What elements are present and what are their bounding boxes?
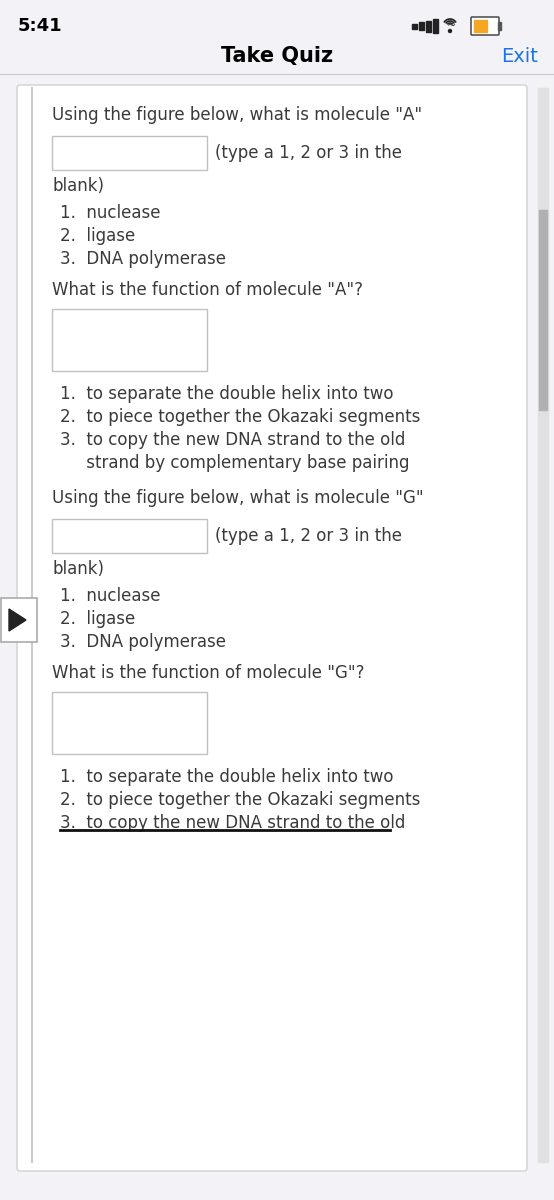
Text: blank): blank): [52, 560, 104, 578]
Text: strand by complementary base pairing: strand by complementary base pairing: [60, 454, 409, 472]
Text: Take Quiz: Take Quiz: [221, 46, 333, 66]
Bar: [426, 20, 431, 31]
Bar: [419, 22, 424, 30]
Text: ~: ~: [447, 20, 456, 31]
Bar: [412, 24, 417, 29]
Text: 2.  to piece together the Okazaki segments: 2. to piece together the Okazaki segment…: [60, 791, 420, 809]
FancyBboxPatch shape: [17, 85, 527, 1171]
Text: What is the function of molecule "G"?: What is the function of molecule "G"?: [52, 664, 365, 682]
Bar: [539, 210, 547, 410]
Text: 3.  DNA polymerase: 3. DNA polymerase: [60, 250, 226, 268]
Bar: [474, 20, 487, 32]
FancyBboxPatch shape: [52, 692, 207, 754]
Text: (type a 1, 2 or 3 in the: (type a 1, 2 or 3 in the: [215, 527, 402, 545]
FancyBboxPatch shape: [471, 17, 499, 35]
Text: 2.  ligase: 2. ligase: [60, 610, 135, 628]
Text: 3.  to copy the new DNA strand to the old: 3. to copy the new DNA strand to the old: [60, 814, 406, 832]
Text: 1.  nuclease: 1. nuclease: [60, 587, 161, 605]
Bar: [498, 22, 501, 30]
FancyBboxPatch shape: [1, 598, 37, 642]
Text: blank): blank): [52, 176, 104, 194]
Text: 5:41: 5:41: [18, 17, 63, 35]
Text: 3.  DNA polymerase: 3. DNA polymerase: [60, 634, 226, 650]
Text: (type a 1, 2 or 3 in the: (type a 1, 2 or 3 in the: [215, 144, 402, 162]
Bar: [538, 88, 548, 1162]
FancyBboxPatch shape: [52, 308, 207, 371]
Text: Exit: Exit: [501, 47, 538, 66]
Text: 1.  nuclease: 1. nuclease: [60, 204, 161, 222]
FancyBboxPatch shape: [52, 518, 207, 553]
Text: Using the figure below, what is molecule "G": Using the figure below, what is molecule…: [52, 490, 424, 506]
Text: 1.  to separate the double helix into two: 1. to separate the double helix into two: [60, 768, 393, 786]
Text: 2.  ligase: 2. ligase: [60, 227, 135, 245]
Polygon shape: [9, 608, 26, 631]
Text: 2.  to piece together the Okazaki segments: 2. to piece together the Okazaki segment…: [60, 408, 420, 426]
Circle shape: [449, 30, 452, 32]
Text: 3.  to copy the new DNA strand to the old: 3. to copy the new DNA strand to the old: [60, 431, 406, 449]
Bar: [433, 19, 438, 32]
Text: Using the figure below, what is molecule "A": Using the figure below, what is molecule…: [52, 106, 422, 124]
Text: 1.  to separate the double helix into two: 1. to separate the double helix into two: [60, 385, 393, 403]
Text: What is the function of molecule "A"?: What is the function of molecule "A"?: [52, 281, 363, 299]
FancyBboxPatch shape: [52, 136, 207, 170]
